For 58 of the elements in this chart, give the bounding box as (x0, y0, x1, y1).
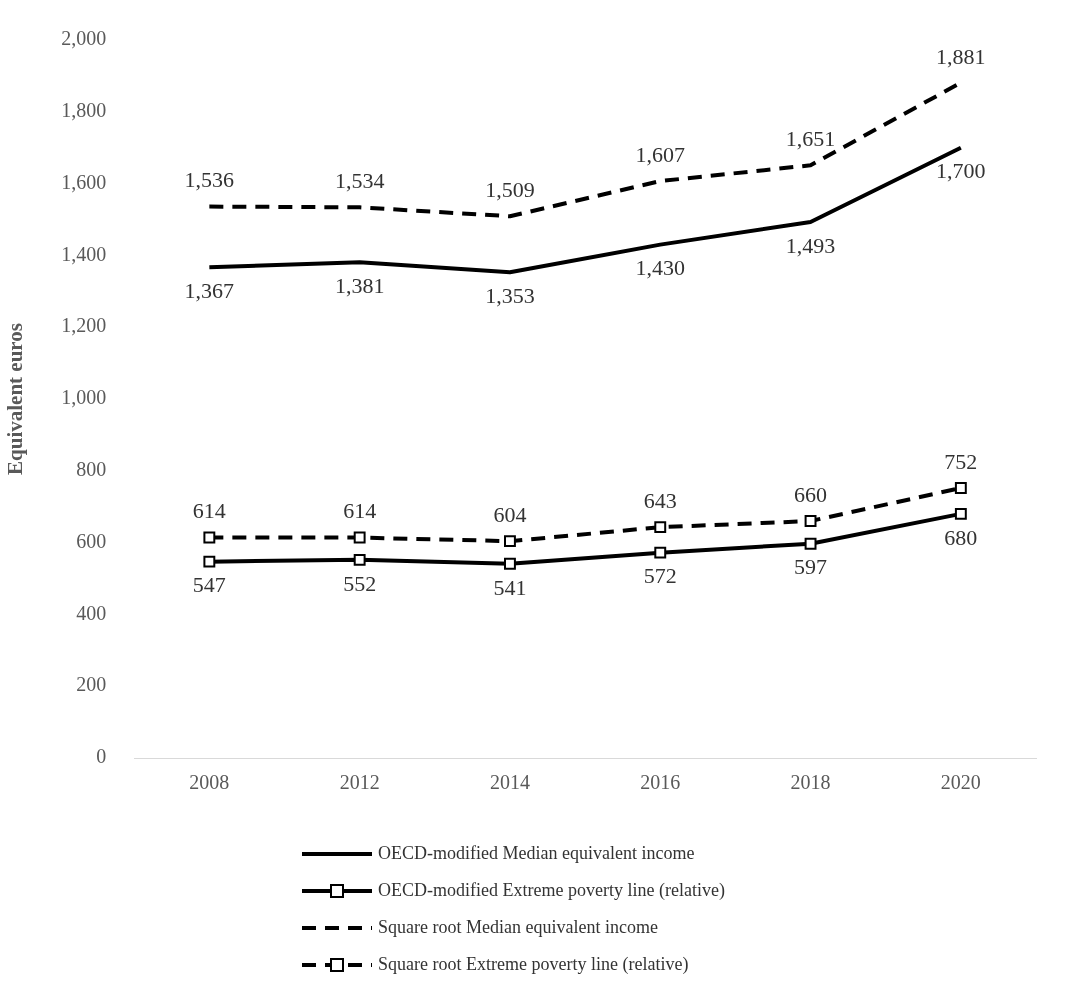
data-label: 1,367 (184, 278, 235, 304)
y-tick-label: 1,000 (61, 386, 107, 409)
legend-label: Square root Extreme poverty line (relative) (378, 954, 689, 975)
point (954, 507, 967, 520)
y-tick-label: 600 (76, 529, 107, 552)
data-label: 1,607 (635, 141, 685, 167)
y-tick-label: 1,400 (61, 242, 107, 265)
data-label: 597 (794, 554, 828, 580)
point (954, 482, 967, 494)
x-tick-label: 2020 (940, 771, 981, 794)
data-label: 604 (493, 501, 527, 527)
x-tick-label: 2012 (339, 771, 380, 794)
data-label: 1,381 (334, 273, 385, 298)
data-label: 547 (192, 572, 226, 598)
data-label: 680 (944, 524, 978, 550)
data-label: 541 (493, 574, 527, 600)
data-label: 1,700 (936, 158, 986, 184)
point (203, 531, 216, 544)
x-tick-label: 2014 (489, 771, 530, 794)
data-label: 552 (343, 570, 377, 596)
data-label: 1,651 (785, 126, 836, 152)
legend-label: OECD-modified Median equivalent income (378, 843, 695, 864)
x-tick-label: 2008 (189, 771, 230, 794)
data-label: 614 (192, 498, 226, 524)
point (804, 515, 817, 528)
point (654, 546, 667, 559)
data-label: 660 (794, 481, 828, 507)
data-label: 1,493 (785, 232, 836, 258)
y-tick-label: 1,200 (61, 314, 107, 337)
data-label: 1,509 (485, 177, 535, 203)
point (804, 537, 817, 550)
x-tick-label: 2016 (640, 771, 681, 794)
data-label: 572 (643, 563, 677, 589)
y-axis-title: Equivalent euros (3, 323, 28, 475)
data-label: 614 (343, 498, 377, 524)
point (504, 557, 516, 570)
data-label: 1,353 (485, 283, 535, 309)
point (353, 553, 366, 566)
legend-label: OECD-modified Extreme poverty line (relative) (378, 880, 725, 901)
legend-label: Square root Median equivalent income (378, 917, 658, 938)
data-label: 1,881 (936, 43, 986, 69)
x-tick-label: 2018 (790, 771, 831, 794)
y-tick-label: 1,600 (61, 170, 107, 193)
data-label: 752 (944, 448, 978, 474)
data-label: 1,534 (334, 168, 385, 194)
point (203, 555, 216, 568)
y-tick-label: 2,000 (61, 27, 107, 50)
point (504, 535, 516, 548)
point (654, 521, 667, 534)
data-label: 643 (643, 487, 677, 513)
data-label: 1,536 (184, 167, 235, 193)
y-tick-label: 800 (76, 458, 107, 481)
y-tick-label: 200 (76, 673, 107, 696)
y-tick-label: 400 (76, 601, 107, 624)
data-label: 1,430 (635, 255, 685, 281)
y-tick-label: 0 (96, 745, 107, 768)
y-tick-label: 1,800 (61, 99, 107, 122)
point (353, 531, 366, 544)
